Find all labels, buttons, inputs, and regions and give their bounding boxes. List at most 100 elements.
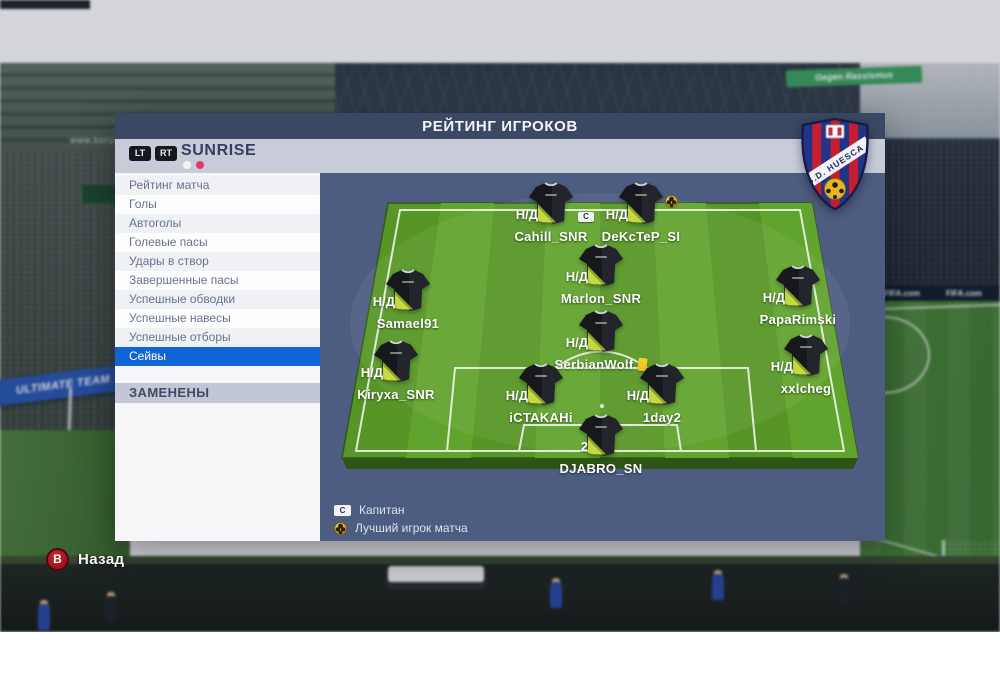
player-rating: Н/Д (762, 290, 785, 305)
legend-motm-label: Лучший игрок матча (355, 521, 468, 535)
back-control[interactable]: B Назад (46, 548, 124, 571)
player-name-row: iCTAKAHi (466, 409, 616, 427)
player-name-row: DJABRO_SN (526, 460, 676, 478)
jersey-icon (529, 182, 573, 224)
player-name: iCTAKAHi (509, 410, 573, 425)
page-title: РЕЙТИНГ ИГРОКОВ (422, 118, 578, 135)
player-rating: Н/Д (505, 388, 528, 403)
panel-header: РЕЙТИНГ ИГРОКОВ (115, 113, 885, 139)
jersey-icon (579, 244, 623, 286)
person-silhouette (712, 574, 724, 600)
sidebar-item-3[interactable]: Голевые пасы (115, 233, 320, 252)
sidebar-item-0[interactable]: Рейтинг матча (115, 176, 320, 195)
tv-camera (388, 566, 484, 582)
fifa-ad-text: FIFA.com (884, 289, 921, 298)
letterbox (0, 632, 1000, 700)
player-name: DJABRO_SN (559, 461, 643, 476)
ad-board: FIFA.com FIFA.com (860, 286, 1000, 301)
player-name: Samael91 (376, 316, 440, 331)
player-name-row: Kiryxa_SNR (321, 386, 471, 404)
b-button-icon[interactable]: B (46, 548, 69, 571)
jersey-icon (579, 414, 623, 456)
sidebar-item-7[interactable]: Успешные навесы (115, 309, 320, 328)
captain-badge-icon: C (578, 212, 594, 222)
fifa-ad-text: FIFA.com (946, 289, 983, 298)
player-rating: Н/Д (515, 207, 538, 222)
person-silhouette (550, 582, 562, 608)
sidebar-item-label: Успешные отборы (129, 330, 231, 344)
team-dot-active (183, 161, 191, 169)
player-name-row: xxlcheg (731, 380, 881, 398)
legend-captain-row: C Капитан (334, 501, 468, 519)
sidebar-item-label: Успешные навесы (129, 311, 231, 325)
person-silhouette (838, 578, 850, 604)
player-name-row: Cahill_SNR (476, 228, 626, 246)
sidebar-item-8[interactable]: Успешные отборы (115, 328, 320, 347)
lt-button[interactable]: LT (129, 146, 151, 161)
legend: C Капитан Лучший игрок матча (334, 501, 468, 537)
player-name: PapaRimski (759, 312, 837, 327)
sidebar-item-1[interactable]: Голы (115, 195, 320, 214)
sidebar-item-label: Завершенные пасы (129, 273, 239, 287)
jersey-icon (519, 363, 563, 405)
player-rating: Н/Д (605, 207, 628, 222)
legend-captain-label: Капитан (359, 503, 405, 517)
sidebar-item-label: Рейтинг матча (129, 178, 210, 192)
jersey-icon (776, 265, 820, 307)
player-name-row: SerbianWolf (526, 356, 676, 374)
player-ratings-panel: РЕЙТИНГ ИГРОКОВ LT RT SUNRISE Рейтинг ма… (115, 113, 885, 541)
sidebar-item-label: Удары в створ (129, 254, 209, 268)
player-name: DeKcTeP_SI (601, 229, 681, 244)
team-name: SUNRISE (181, 142, 257, 159)
motm-ball-icon (665, 195, 678, 213)
team-pagination-dots (183, 161, 204, 169)
sidebar-item-9[interactable]: Сейвы (115, 347, 320, 366)
player-name: Kiryxa_SNR (357, 387, 435, 402)
player-rating: Н/Д (372, 294, 395, 309)
player-name-row: Marlon_SNR (526, 290, 676, 308)
legend-motm-row: Лучший игрок матча (334, 519, 468, 537)
sidebar-item-label: Успешные обводки (129, 292, 236, 306)
team-bar: LT RT SUNRISE (115, 139, 885, 173)
back-label: Назад (78, 551, 125, 568)
sidebar-item-4[interactable]: Удары в створ (115, 252, 320, 271)
rt-button[interactable]: RT (155, 146, 177, 161)
jersey-icon (784, 334, 828, 376)
player-rating: 2 (580, 439, 588, 454)
sidebar-item-label: Голевые пасы (129, 235, 208, 249)
panel-body: Рейтинг матча Голы Автоголы Голевые пасы… (115, 173, 885, 541)
player-name-row: DeKcTeP_SI (566, 228, 716, 246)
jersey-icon (619, 182, 663, 224)
jersey-icon (374, 340, 418, 382)
sidebar-item-5[interactable]: Завершенные пасы (115, 271, 320, 290)
player-name-row: 1day2 (587, 409, 737, 427)
club-badge: S.D. HUESCA (801, 117, 869, 211)
motm-ball-icon (334, 521, 347, 535)
side-pitch-left (0, 430, 130, 565)
substituted-section-header: ЗАМЕНЕНЫ (115, 383, 320, 403)
player-name: Marlon_SNR (560, 291, 642, 306)
player-rating: Н/Д (770, 359, 793, 374)
jersey-icon (640, 363, 684, 405)
player-name-row: Samael91 (333, 315, 483, 333)
player-name: 1day2 (642, 410, 682, 425)
players-layer: Н/Д C Cahill_SNR Н/Д DeKcTeP_SI Н/Д (320, 173, 885, 541)
sidebar-item-6[interactable]: Успешные обводки (115, 290, 320, 309)
sidebar-menu: Рейтинг матча Голы Автоголы Голевые пасы… (115, 176, 320, 366)
player-name: xxlcheg (780, 381, 832, 396)
player-name-row: PapaRimski (723, 311, 873, 329)
player-rating: Н/Д (565, 269, 588, 284)
borussia-ad-text: www.borussia.de (70, 135, 146, 145)
sidebar-item-2[interactable]: Автоголы (115, 214, 320, 233)
player-rating: Н/Д (565, 335, 588, 350)
sidebar: Рейтинг матча Голы Автоголы Голевые пасы… (115, 173, 320, 541)
pitchside-barrier (0, 556, 1000, 632)
pitch-area: Н/Д C Cahill_SNR Н/Д DeKcTeP_SI Н/Д (320, 173, 885, 541)
team-dot-other (196, 161, 204, 169)
player-rating: Н/Д (626, 388, 649, 403)
top-left-strip (0, 0, 90, 9)
jersey-icon (579, 310, 623, 352)
person-silhouette (38, 604, 50, 630)
player-name: SerbianWolf (554, 357, 634, 372)
